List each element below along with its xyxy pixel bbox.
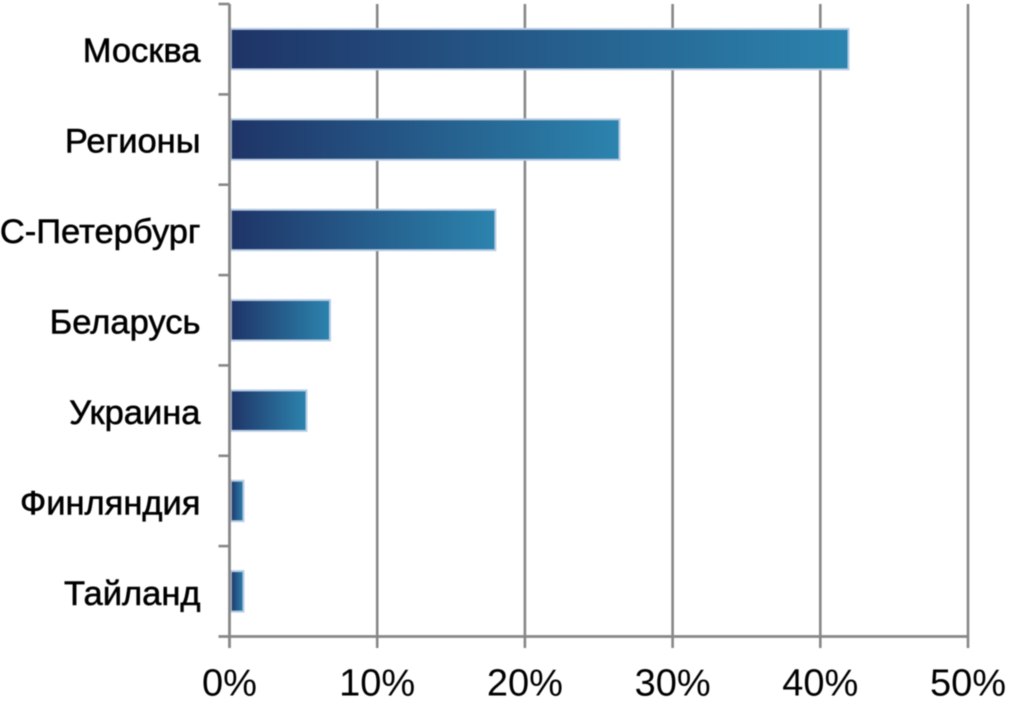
svg-text:Финляндия: Финляндия (20, 484, 201, 522)
svg-text:Украина: Украина (69, 394, 201, 432)
svg-text:С-Петербург: С-Петербург (0, 213, 201, 251)
svg-text:Тайланд: Тайланд (64, 575, 200, 613)
svg-text:10%: 10% (339, 663, 415, 705)
svg-text:0%: 0% (202, 663, 257, 705)
svg-text:Москва: Москва (83, 32, 202, 70)
svg-text:Регионы: Регионы (65, 123, 201, 161)
svg-text:20%: 20% (487, 663, 563, 705)
svg-text:Беларусь: Беларусь (50, 304, 201, 342)
svg-text:30%: 30% (635, 663, 711, 705)
svg-text:40%: 40% (782, 663, 858, 705)
svg-text:50%: 50% (930, 663, 1006, 705)
